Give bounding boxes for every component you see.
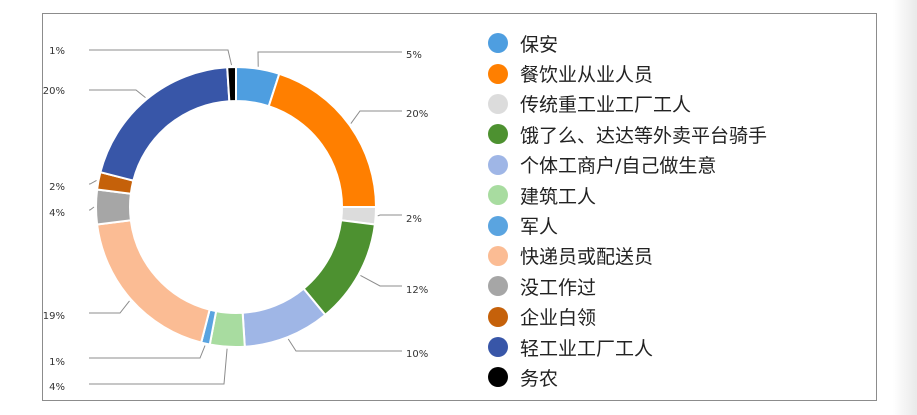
leader-line-6 (89, 348, 228, 385)
legend-item: 务农 (488, 362, 868, 392)
legend-label: 没工作过 (520, 276, 597, 299)
legend-label: 传统重工业工厂工人 (520, 94, 692, 117)
legend-label: 快递员或配送员 (520, 246, 654, 269)
legend-label: 餐饮业从业人员 (520, 64, 654, 87)
donut-slices (95, 65, 378, 348)
legend-label: 保安 (520, 33, 559, 56)
legend-item: 传统重工业工厂工人 (488, 89, 868, 119)
leader-line-4 (360, 274, 402, 287)
legend-item: 餐饮业从业人员 (488, 58, 868, 88)
legend-item: 饿了么、达达等外卖平台骑手 (488, 119, 868, 149)
data-label-2: 20% (406, 109, 428, 120)
legend-label: 饿了么、达达等外卖平台骑手 (520, 124, 768, 147)
legend-swatch (488, 367, 508, 388)
legend-swatch (488, 337, 508, 358)
leader-line-9 (89, 206, 95, 211)
data-label-10: 2% (49, 182, 65, 193)
leader-line-5 (287, 338, 402, 352)
legend-item: 轻工业工厂工人 (488, 332, 868, 362)
leader-line-3 (377, 214, 402, 217)
slice-2 (267, 72, 378, 208)
slice-8 (95, 219, 211, 344)
legend-item: 企业白领 (488, 302, 868, 332)
legend-swatch (488, 306, 508, 327)
leader-line-1 (257, 51, 402, 67)
legend-swatch (488, 185, 508, 206)
legend-swatch (488, 93, 508, 114)
legend-item: 军人 (488, 210, 868, 240)
slice-11 (99, 66, 231, 182)
legend-item: 没工作过 (488, 271, 868, 301)
leader-line-7 (89, 345, 206, 359)
data-label-1: 5% (406, 50, 422, 61)
leader-line-8 (89, 300, 130, 314)
leader-line-12 (89, 49, 233, 66)
leader-line-11 (89, 89, 146, 98)
legend-item: 建筑工人 (488, 180, 868, 210)
data-label-5: 10% (406, 349, 428, 360)
legend-label: 建筑工人 (520, 185, 597, 208)
edge-shade (893, 0, 917, 415)
leader-lines (89, 49, 402, 385)
data-label-6: 4% (49, 382, 65, 393)
legend-swatch (488, 33, 508, 54)
data-labels: 5% 20% 2% 12% 10% 4% 1% 19% 4% 2% 20% 1% (43, 46, 428, 393)
data-label-7: 1% (49, 357, 65, 368)
legend-item: 个体工商户/自己做生意 (488, 150, 868, 180)
legend-swatch (488, 154, 508, 175)
legend-item: 保安 (488, 28, 868, 58)
leader-line-2 (350, 110, 402, 124)
data-label-4: 12% (406, 285, 428, 296)
legend-label: 军人 (520, 216, 559, 239)
legend-label: 轻工业工厂工人 (520, 337, 654, 360)
legend-swatch (488, 215, 508, 236)
legend-swatch (488, 245, 508, 266)
slice-12 (226, 65, 237, 103)
legend-swatch (488, 276, 508, 297)
leader-line-10 (89, 179, 97, 185)
data-label-3: 2% (406, 214, 422, 225)
data-label-9: 4% (49, 208, 65, 219)
legend-label: 企业白领 (520, 307, 597, 330)
data-label-12: 1% (49, 46, 65, 57)
legend-swatch (488, 63, 508, 84)
legend: 保安餐饮业从业人员传统重工业工厂工人饿了么、达达等外卖平台骑手 个体工商户/自己做… (488, 28, 868, 393)
slice-9 (95, 188, 132, 226)
data-label-8: 19% (43, 311, 65, 322)
data-label-11: 20% (43, 86, 65, 97)
legend-swatch (488, 124, 508, 145)
legend-label: 务农 (520, 367, 559, 390)
legend-label: 个体工商户/自己做生意 (520, 155, 717, 178)
legend-item: 快递员或配送员 (488, 241, 868, 271)
